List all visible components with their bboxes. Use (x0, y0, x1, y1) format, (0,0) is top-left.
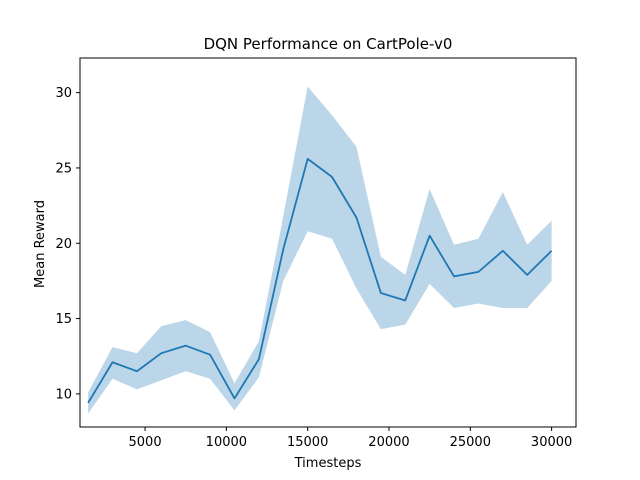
data-point (404, 299, 406, 301)
data-point (136, 370, 138, 372)
data-point (258, 358, 260, 360)
chart-title: DQN Performance on CartPole-v0 (204, 35, 453, 53)
y-tick-label: 15 (55, 312, 72, 327)
y-axis-label: Mean Reward (33, 200, 48, 288)
data-point (307, 158, 309, 160)
y-tick-label: 20 (55, 237, 72, 252)
data-point (160, 352, 162, 354)
data-point (551, 250, 553, 252)
data-point (355, 217, 357, 219)
data-point (87, 402, 89, 404)
data-point (477, 271, 479, 273)
data-point (502, 250, 504, 252)
x-tick-label: 25000 (450, 435, 491, 450)
data-point (331, 176, 333, 178)
confidence-band (88, 86, 552, 414)
data-point (209, 354, 211, 356)
x-tick-label: 20000 (368, 435, 409, 450)
x-tick-label: 15000 (287, 435, 328, 450)
data-point (526, 274, 528, 276)
y-tick-label: 25 (55, 161, 72, 176)
x-axis-label: Timesteps (294, 456, 362, 471)
plot-frame (79, 57, 577, 428)
mean-reward-line (87, 158, 553, 404)
data-point (233, 397, 235, 399)
plot-area: 5000 10000 15000 20000 25000 30000 10 15 20 25 30 (55, 57, 577, 450)
y-tick-label: 30 (55, 86, 72, 101)
data-point (185, 345, 187, 347)
data-point (453, 275, 455, 277)
y-tick-label: 10 (55, 387, 72, 402)
data-point (429, 235, 431, 237)
x-tick-label: 5000 (129, 435, 162, 450)
x-tick-label: 30000 (531, 435, 572, 450)
data-point (380, 292, 382, 294)
data-point (112, 361, 114, 363)
x-tick-label: 10000 (206, 435, 247, 450)
data-point (282, 248, 284, 250)
